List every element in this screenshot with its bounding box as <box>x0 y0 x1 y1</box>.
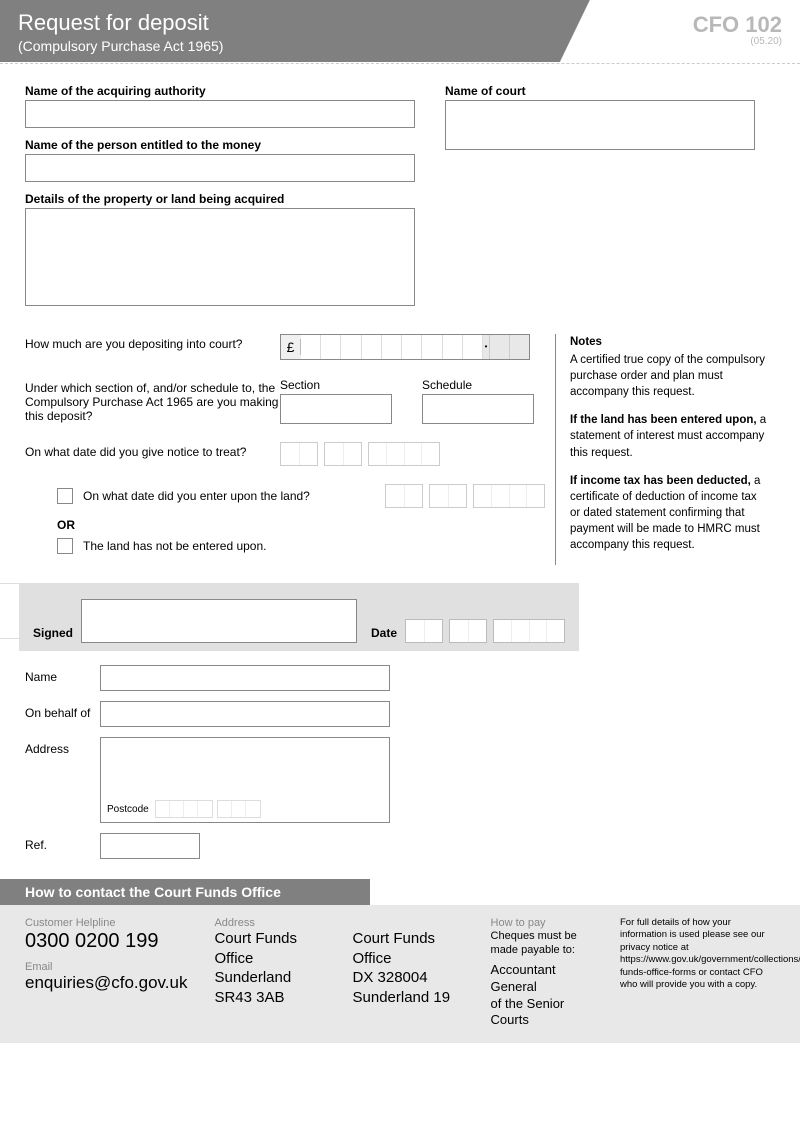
label-person-entitled: Name of the person entitled to the money <box>25 138 415 152</box>
pay-text: Cheques must be made payable to: <box>491 929 602 958</box>
label-behalf: On behalf of <box>25 701 100 720</box>
label-notice-date: On what date did you give notice to trea… <box>25 442 280 459</box>
pay-to-2: of the Senior Courts <box>491 996 602 1030</box>
label-deposit-amount: How much are you depositing into court? <box>25 334 280 351</box>
contact-addr1-l1: Court Funds Office <box>214 929 334 968</box>
input-notice-date[interactable] <box>280 442 555 466</box>
form-code-block: CFO 102 (05.20) <box>693 12 782 47</box>
label-not-entered: The land has not be entered upon. <box>83 539 555 553</box>
contact-addr1-l2: Sunderland <box>214 968 334 988</box>
label-enter-date: On what date did you enter upon the land… <box>83 489 385 503</box>
input-ref[interactable] <box>100 833 200 859</box>
checkbox-enter-date[interactable] <box>57 488 73 504</box>
label-postcode: Postcode <box>107 804 149 815</box>
helpline-number: 0300 0200 199 <box>25 929 196 953</box>
header-banner: Request for deposit (Compulsory Purchase… <box>0 0 560 62</box>
input-sign-date[interactable] <box>405 619 565 643</box>
input-acquiring-authority[interactable] <box>25 100 415 128</box>
contact-addr1-l3: SR43 3AB <box>214 988 334 1008</box>
label-email: Email <box>25 961 196 973</box>
label-ref: Ref. <box>25 833 100 852</box>
input-behalf[interactable] <box>100 701 390 727</box>
form-header: Request for deposit (Compulsory Purchase… <box>0 0 800 62</box>
signature-tab <box>0 583 19 639</box>
input-enter-date[interactable] <box>385 484 545 508</box>
input-person-entitled[interactable] <box>25 154 415 182</box>
label-acquiring-authority: Name of the acquiring authority <box>25 84 415 98</box>
notes-p1: A certified true copy of the compulsory … <box>570 352 770 400</box>
label-helpline: Customer Helpline <box>25 917 196 929</box>
input-signed[interactable] <box>81 599 357 643</box>
input-name[interactable] <box>100 665 390 691</box>
notes-title: Notes <box>570 334 770 350</box>
pay-to-1: Accountant General <box>491 962 602 996</box>
label-schedule: Schedule <box>422 378 534 392</box>
notes-p2: If the land has been entered upon, a sta… <box>570 412 770 460</box>
privacy-notice: For full details of how your information… <box>620 917 775 991</box>
label-name: Name <box>25 665 100 684</box>
label-section-schedule: Under which section of, and/or schedule … <box>25 378 280 423</box>
form-code: CFO 102 <box>693 12 782 38</box>
label-section: Section <box>280 378 392 392</box>
contact-header: How to contact the Court Funds Office <box>0 879 370 905</box>
label-sign-date: Date <box>371 626 397 643</box>
input-deposit-amount[interactable]: £ • <box>280 334 530 360</box>
label-signed: Signed <box>33 626 73 643</box>
input-court-name[interactable] <box>445 100 755 150</box>
contact-addr2-l3: Sunderland 19 <box>353 988 473 1008</box>
contact-addr2-l1: Court Funds Office <box>353 929 473 968</box>
input-address[interactable]: Postcode <box>100 737 390 823</box>
checkbox-not-entered[interactable] <box>57 538 73 554</box>
label-contact-address: Address <box>214 917 334 929</box>
notes-panel: Notes A certified true copy of the compu… <box>555 334 770 565</box>
input-schedule[interactable] <box>422 394 534 424</box>
form-subtitle: (Compulsory Purchase Act 1965) <box>18 38 542 54</box>
label-or: OR <box>57 518 555 532</box>
email-address: enquiries@cfo.gov.uk <box>25 973 196 993</box>
contact-body: Customer Helpline 0300 0200 199 Email en… <box>0 905 800 1043</box>
input-section[interactable] <box>280 394 392 424</box>
label-address: Address <box>25 737 100 756</box>
contact-addr2-l2: DX 328004 <box>353 968 473 988</box>
form-title: Request for deposit <box>18 10 542 36</box>
label-property-details: Details of the property or land being ac… <box>25 192 415 206</box>
input-postcode[interactable] <box>155 800 261 818</box>
form-body: Name of the acquiring authority Name of … <box>0 64 800 879</box>
label-how-to-pay: How to pay <box>491 917 602 929</box>
input-property-details[interactable] <box>25 208 415 306</box>
label-court-name: Name of court <box>445 84 755 98</box>
signature-band: Signed Date <box>19 583 579 651</box>
currency-symbol: £ <box>281 339 301 355</box>
notes-p3: If income tax has been deducted, a certi… <box>570 473 770 553</box>
